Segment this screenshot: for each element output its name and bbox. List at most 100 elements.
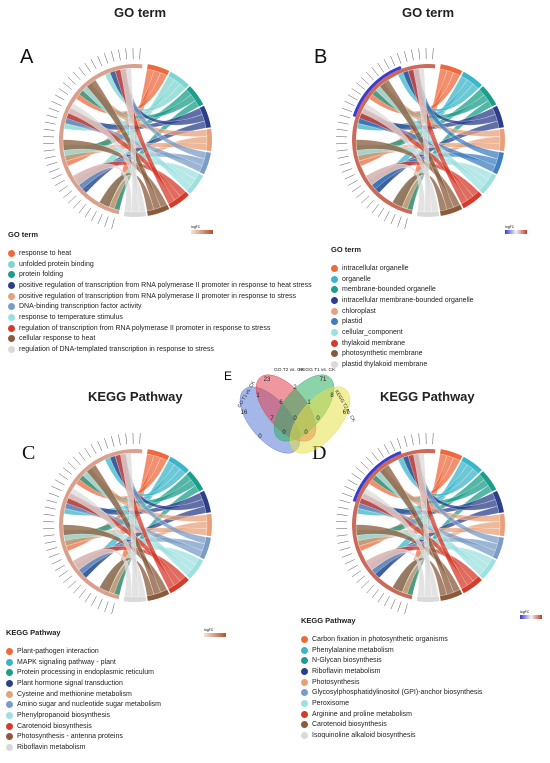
gene-label-tick [67, 461, 77, 470]
legend-item-riboflavin-metabolism: Riboflavin metabolism [301, 666, 482, 677]
legend-label: photosynthetic membrane [342, 350, 423, 358]
legend-item-arginine-and-proline-metabolism: Arginine and proline metabolism [301, 709, 482, 720]
legend-item-membrane-bounded-organelle: membrane-bounded organelle [331, 284, 474, 295]
legend-swatch [8, 324, 15, 332]
legend-label: Riboflavin metabolism [312, 667, 381, 675]
term-sector [146, 64, 170, 76]
legend-item-thylakoid-membrane: thylakoid membrane [331, 338, 474, 349]
legend-item-cellular-component: cellular_component [331, 327, 474, 338]
legend-panel-d: KEGG Pathway Carbon fixation in photosyn… [301, 616, 482, 741]
venn-count-go-t1-go-t2: 1 [256, 393, 260, 399]
venn-count-go-t1-kegg-t2: 0 [258, 434, 262, 440]
legend-swatch [8, 249, 15, 257]
legend-item-phenylalanine-metabolism: Phenylalanine metabolism [301, 645, 482, 656]
gene-label-tick [344, 100, 355, 107]
legend-item-glycosylphosphatidylinositol-gpi-anchor-: Glycosylphosphatidylinositol (GPI)-ancho… [301, 687, 482, 698]
gene-label-tick [54, 479, 65, 486]
gene-label-tick [43, 534, 55, 537]
gene-label-tick [404, 436, 408, 447]
gene-label-tick [51, 485, 62, 492]
legend-item-response-to-temperature-stimulus: response to temperature stimulus [8, 312, 312, 323]
panel-a-letter: A [20, 46, 34, 68]
gene-label-tick [44, 121, 56, 125]
gene-label-tick [63, 190, 73, 198]
legend-label: cellular_component [342, 328, 403, 336]
gene-label-tick [43, 128, 55, 131]
gene-label-tick [344, 559, 355, 565]
legend-item-riboflavin-metabolism: Riboflavin metabolism [6, 742, 161, 753]
gene-label-tick [97, 598, 103, 610]
term-sector [479, 173, 497, 194]
term-sector [168, 71, 189, 89]
gene-label-tick [43, 149, 55, 152]
legend-label: MAPK signaling pathway - plant [17, 658, 116, 666]
venn-set-label: KEGG T1 vs. CK [299, 367, 336, 373]
legend-swatch [6, 669, 13, 677]
gene-label-tick [351, 185, 362, 193]
gene-label-tick [51, 174, 62, 180]
legend-item-protein-folding: protein folding [8, 269, 312, 280]
legend-item-photosynthesis-antenna-proteins: Photosynthesis - antenna proteins [6, 732, 161, 743]
venn-count-all-four: 0 [293, 416, 297, 422]
logfc-scale-c: logFC [204, 628, 226, 637]
legend-swatch [6, 701, 13, 709]
gene-label-tick [90, 444, 97, 455]
legend-label: regulation of transcription from RNA pol… [19, 324, 271, 332]
legend-label: Photosynthesis - antenna proteins [17, 733, 123, 741]
gene-label-tick [67, 580, 77, 589]
legend-item-photosynthetic-membrane: photosynthetic membrane [331, 349, 474, 360]
gene-label-tick [48, 168, 60, 173]
term-sector [492, 105, 504, 129]
legend-swatch [301, 689, 308, 697]
legend-item-carotenoid-biosynthesis: Carotenoid biosynthesis [6, 721, 161, 732]
gene-label-tick [371, 67, 379, 77]
legend-swatch [8, 313, 15, 321]
legend-label: Photosynthesis [312, 678, 360, 686]
chord-diagram-c [43, 433, 213, 615]
gene-label-tick [360, 461, 370, 470]
chord-diagram-a [43, 48, 213, 230]
gene-label-tick [139, 433, 141, 445]
legend-label: Riboflavin metabolism [17, 744, 86, 752]
gene-label-tick [351, 473, 362, 480]
legend-label: membrane-bounded organelle [342, 286, 436, 294]
gene-label-tick [78, 204, 86, 214]
legend-item-dna-binding-transcription-factor-activit: DNA-binding transcription factor activit… [8, 301, 312, 312]
term-sector [492, 151, 504, 175]
legend-label: plastid thylakoid membrane [342, 361, 428, 369]
gene-label-tick [371, 204, 379, 214]
gene-label-tick [360, 195, 370, 204]
term-sector [199, 151, 211, 175]
legend-item-carotenoid-biosynthesis: Carotenoid biosynthesis [301, 720, 482, 731]
gene-label-tick [337, 155, 349, 159]
gene-label-tick [72, 71, 81, 81]
gene-label-tick [377, 447, 384, 458]
gene-label-tick [104, 438, 109, 449]
venn-set-label: GO T2 vs. CK [274, 367, 305, 373]
gene-label-tick [383, 59, 390, 70]
gene-label-tick [90, 59, 97, 70]
gene-label-tick [341, 492, 353, 498]
chord-ribbon [72, 548, 132, 598]
legend-label: cellular response to heat [19, 335, 96, 343]
gene-label-tick [384, 596, 390, 607]
gene-label-tick [118, 49, 121, 61]
term-sector [206, 513, 213, 537]
chord-ribbon [365, 163, 425, 213]
gene-label-tick [371, 452, 379, 462]
legend-label: Carbon fixation in photosynthetic organi… [312, 635, 448, 643]
gene-label-tick [46, 162, 58, 166]
gene-label-tick [46, 499, 58, 504]
legend-item-chloroplast: chloroplast [331, 306, 474, 317]
gene-label-tick [104, 53, 109, 64]
legend-item-intracellular-organelle: intracellular organelle [331, 263, 474, 274]
legend-item-cellular-response-to-heat: cellular response to heat [8, 334, 312, 345]
legend-swatch [301, 646, 308, 654]
legend-item-response-to-heat: response to heat [8, 248, 312, 259]
gene-label-tick [58, 473, 69, 480]
venn-count-go-t2-kegg-t2: 0 [316, 416, 320, 422]
term-sector [461, 576, 482, 594]
gene-label-tick [347, 564, 358, 571]
term-sector [199, 536, 211, 560]
